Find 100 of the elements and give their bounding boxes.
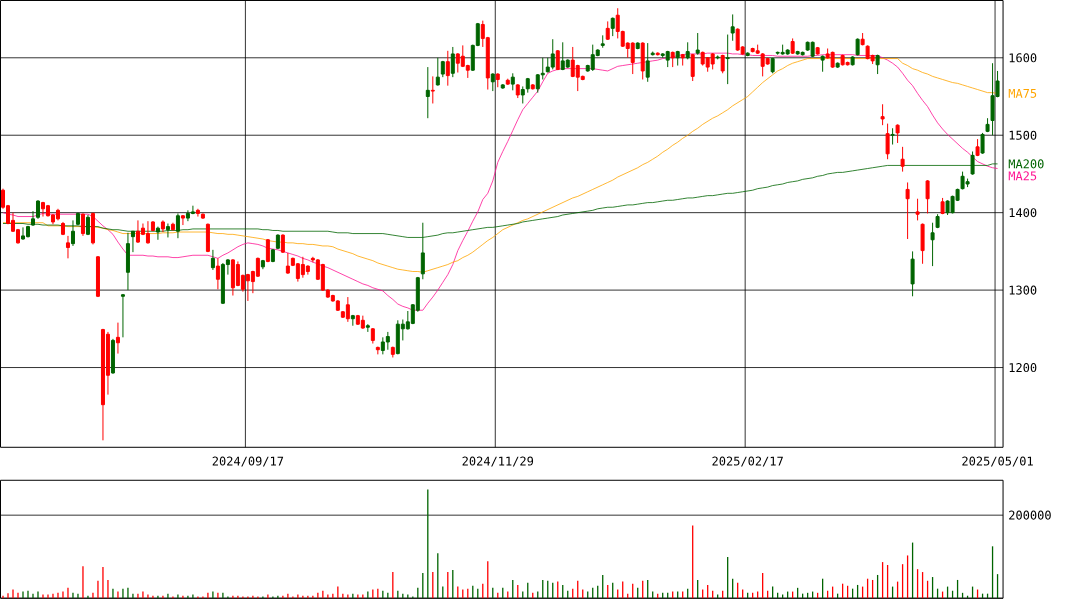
candlestick <box>745 51 750 57</box>
candlestick <box>445 50 450 87</box>
candlestick <box>120 293 125 338</box>
candlestick <box>110 338 115 375</box>
candlestick <box>860 32 865 46</box>
candlestick <box>160 219 165 233</box>
candlestick <box>525 77 530 94</box>
candlestick <box>710 52 715 70</box>
candlestick <box>335 299 340 312</box>
candlestick <box>350 314 355 327</box>
candlestick <box>35 199 40 220</box>
candlestick <box>915 198 920 221</box>
candlestick <box>195 208 200 217</box>
candlestick <box>515 83 520 99</box>
candlestick <box>905 181 910 240</box>
candlestick <box>630 41 635 75</box>
candlestick <box>95 255 100 298</box>
candlestick <box>890 127 895 145</box>
candlestick <box>490 72 495 92</box>
candlestick <box>425 66 430 119</box>
y-tick-label: 1200 <box>1009 362 1037 372</box>
candlestick <box>435 57 440 87</box>
candlestick <box>645 42 650 83</box>
candlestick <box>885 123 890 160</box>
candlestick <box>385 331 390 351</box>
candlestick <box>665 50 670 68</box>
candlestick <box>260 259 265 270</box>
candlestick <box>980 132 985 155</box>
candlestick <box>345 296 350 323</box>
candlestick <box>270 248 275 263</box>
candlestick <box>145 220 150 245</box>
candlestick <box>875 54 880 75</box>
candlestick <box>360 315 365 330</box>
x-tick-label: 2025/02/17 <box>712 456 783 467</box>
candlestick <box>635 41 640 50</box>
candlestick <box>430 75 435 104</box>
candlestick <box>375 346 380 355</box>
series-label: MA75 <box>1008 88 1037 98</box>
candlestick <box>790 37 795 55</box>
candlestick <box>265 238 270 263</box>
x-tick-label: 2024/11/29 <box>462 456 534 467</box>
candlestick <box>900 146 905 173</box>
candlestick <box>695 32 700 56</box>
candlestick <box>925 179 930 214</box>
candlestick <box>440 60 445 78</box>
candlestick <box>895 123 900 144</box>
candlestick <box>880 103 885 126</box>
candlestick <box>500 83 505 90</box>
y-tick-label: 1400 <box>1009 208 1037 218</box>
candlestick <box>975 138 980 157</box>
candlestick <box>55 208 60 221</box>
candlestick <box>815 46 820 56</box>
candlestick <box>935 213 940 229</box>
candlestick <box>80 212 85 237</box>
candlestick <box>715 54 720 60</box>
candlestick <box>785 48 790 56</box>
y-tick-label: 1600 <box>1009 53 1037 63</box>
candlestick <box>555 49 560 71</box>
candlestick <box>940 197 945 215</box>
candlestick <box>910 250 915 297</box>
series-label: MA200 <box>1008 159 1044 169</box>
y-tick-label: 200000 <box>1009 510 1051 520</box>
candlestick <box>520 85 525 104</box>
candlestick <box>65 235 70 259</box>
candlestick <box>90 212 95 245</box>
candlestick <box>550 38 555 70</box>
candlestick <box>600 34 605 49</box>
candlestick <box>60 221 65 236</box>
candlestick <box>835 61 840 69</box>
candlestick <box>655 51 660 56</box>
candlestick <box>365 323 370 333</box>
series-label: MA25 <box>1008 171 1037 181</box>
candlestick <box>720 54 725 74</box>
candlestick <box>690 53 695 82</box>
candlestick <box>850 55 855 66</box>
candlestick <box>170 222 175 231</box>
candlestick <box>855 37 860 56</box>
candlestick <box>210 249 215 271</box>
candlestick <box>680 53 685 66</box>
candlestick <box>820 54 825 73</box>
candlestick <box>650 50 655 56</box>
candlestick <box>920 222 925 265</box>
candlestick <box>150 220 155 232</box>
x-tick-label: 2024/09/17 <box>212 456 284 467</box>
candlestick <box>180 214 185 226</box>
candlestick <box>725 33 730 85</box>
candlestick <box>605 20 610 41</box>
candlestick <box>390 346 395 358</box>
candlestick <box>685 41 690 60</box>
candlestick <box>495 72 500 88</box>
candlestick <box>30 210 35 227</box>
candlestick <box>730 13 735 42</box>
candlestick <box>930 222 935 267</box>
candlestick <box>200 212 205 220</box>
candlestick <box>215 257 220 290</box>
candlestick <box>275 233 280 250</box>
candlestick <box>985 117 990 133</box>
candlestick <box>280 233 285 254</box>
candlestick <box>505 78 510 86</box>
candlestick <box>670 50 675 68</box>
